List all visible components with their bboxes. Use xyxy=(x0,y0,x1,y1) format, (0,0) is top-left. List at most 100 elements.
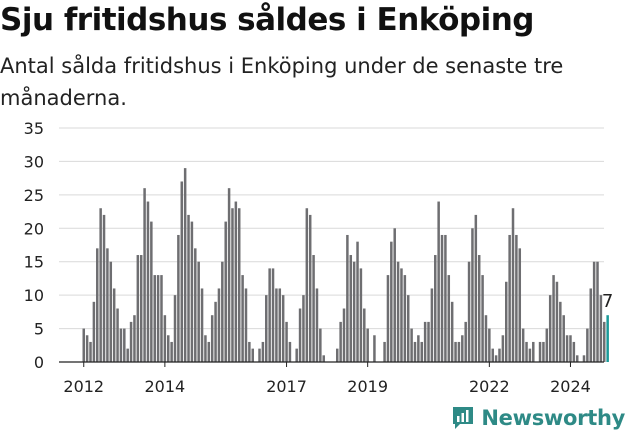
bar xyxy=(484,315,488,362)
x-tick-label: 2014 xyxy=(145,377,186,396)
bar xyxy=(197,261,200,362)
bar xyxy=(586,328,589,362)
bar xyxy=(231,208,234,362)
bar xyxy=(194,248,197,362)
bar xyxy=(237,208,241,362)
bar xyxy=(224,221,227,362)
bar xyxy=(116,308,119,362)
bar xyxy=(106,248,109,362)
bar xyxy=(136,255,140,362)
bar xyxy=(227,188,231,362)
bar xyxy=(474,214,478,362)
bar xyxy=(248,341,251,362)
bar xyxy=(251,348,254,362)
bar xyxy=(454,341,457,362)
bar xyxy=(589,288,592,362)
bar xyxy=(592,261,596,362)
bar xyxy=(177,234,180,362)
bars xyxy=(82,168,609,362)
bar xyxy=(261,341,265,362)
bar xyxy=(390,241,393,362)
bar xyxy=(386,275,390,362)
x-tick-label: 2022 xyxy=(469,377,510,396)
bar xyxy=(501,335,505,362)
bar xyxy=(322,355,325,362)
bar xyxy=(420,341,423,362)
y-tick-label: 0 xyxy=(34,353,44,372)
bar xyxy=(356,241,359,362)
bar xyxy=(183,168,187,362)
bar xyxy=(552,275,555,362)
bar xyxy=(278,288,282,362)
bar xyxy=(102,214,106,362)
bar xyxy=(363,308,366,362)
bar xyxy=(298,308,302,362)
last-bar-value-label: 7 xyxy=(602,291,613,312)
bar xyxy=(123,328,126,362)
bar xyxy=(562,315,565,362)
bar xyxy=(440,234,444,362)
x-tick-label: 2024 xyxy=(550,377,591,396)
bar xyxy=(89,341,92,362)
bar xyxy=(548,295,552,362)
bar xyxy=(217,288,221,362)
bar xyxy=(82,328,85,362)
bar xyxy=(396,261,400,362)
bar xyxy=(359,268,363,362)
bar xyxy=(582,355,586,362)
bar xyxy=(156,275,160,362)
bar xyxy=(126,348,129,362)
bar xyxy=(400,268,403,362)
bar xyxy=(241,275,244,362)
bar xyxy=(488,328,491,362)
bar xyxy=(207,341,211,362)
bar xyxy=(180,181,184,362)
bar xyxy=(481,275,484,362)
bar xyxy=(471,228,474,362)
bar xyxy=(85,335,89,362)
bar xyxy=(187,214,190,362)
bar xyxy=(170,341,173,362)
brand-logo: Newsworthy xyxy=(451,405,625,431)
bar xyxy=(521,328,525,362)
bar xyxy=(596,261,599,362)
y-tick-label: 35 xyxy=(24,119,44,138)
bar xyxy=(281,295,285,362)
bar xyxy=(173,295,177,362)
bar xyxy=(437,201,440,362)
bar xyxy=(271,268,275,362)
x-axis-tick-labels: 2012 2014 2017 2019 2022 2024 xyxy=(63,362,591,396)
bar xyxy=(366,328,369,362)
y-axis-tick-labels: 0 5 10 15 20 25 30 35 xyxy=(24,119,44,372)
bar xyxy=(542,341,545,362)
bar xyxy=(572,341,576,362)
bar xyxy=(450,301,454,362)
bar xyxy=(532,341,535,362)
bar xyxy=(163,315,167,362)
chart-title: Sju fritidshus såldes i Enköping xyxy=(0,2,534,38)
bar xyxy=(545,328,549,362)
bar xyxy=(339,321,342,362)
bar xyxy=(119,328,123,362)
bar xyxy=(153,275,156,362)
x-tick-label: 2017 xyxy=(266,377,307,396)
bar xyxy=(210,315,214,362)
bar xyxy=(410,328,413,362)
bar xyxy=(92,301,96,362)
bar xyxy=(569,335,572,362)
bar xyxy=(204,335,207,362)
bar xyxy=(295,348,298,362)
chart-subtitle: Antal sålda fritidshus i Enköping under … xyxy=(0,54,564,110)
highlighted-bar xyxy=(606,315,609,362)
bar xyxy=(430,288,434,362)
bar xyxy=(565,335,569,362)
bar xyxy=(221,261,224,362)
bar xyxy=(288,341,292,362)
bar xyxy=(383,341,386,362)
bar xyxy=(99,208,102,362)
y-tick-label: 25 xyxy=(24,186,44,205)
bar xyxy=(434,255,437,362)
y-tick-label: 10 xyxy=(24,286,44,305)
bar xyxy=(403,275,407,362)
